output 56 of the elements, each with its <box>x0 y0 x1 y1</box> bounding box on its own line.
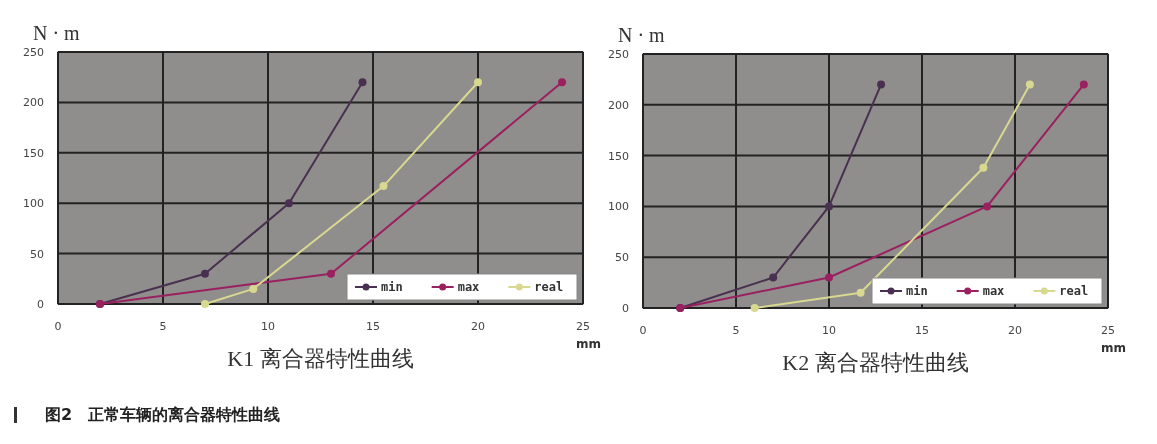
caption: 图2 正常车辆的离合器特性曲线 <box>45 405 281 424</box>
point <box>825 273 833 282</box>
point <box>979 163 988 172</box>
text: K2 离合器特性曲线 <box>782 350 969 375</box>
x-tick-label: 20 <box>1008 324 1022 337</box>
y-tick-label: 100 <box>608 200 629 214</box>
x-tick-label: 15 <box>366 320 380 333</box>
x-tick-label: 10 <box>822 324 836 337</box>
x-tick-label: 0 <box>54 320 62 333</box>
y-tick-label: 0 <box>622 302 629 315</box>
point <box>856 288 865 297</box>
point <box>558 78 566 87</box>
y-tick-label: 250 <box>608 48 629 61</box>
point <box>750 304 759 312</box>
point <box>358 78 367 87</box>
y-tick-label: 50 <box>30 247 44 261</box>
point <box>201 300 209 308</box>
legend-label: min <box>906 284 928 298</box>
legend-label: min <box>381 280 403 294</box>
x-tick-label: 5 <box>732 324 740 337</box>
legend-label: max <box>457 280 480 294</box>
point <box>825 202 833 211</box>
point <box>201 269 209 278</box>
point <box>983 202 992 211</box>
legend-label: real <box>534 280 564 294</box>
point <box>769 273 778 282</box>
x-tick-label: 25 <box>576 320 590 333</box>
y-tick-label: 50 <box>615 251 629 265</box>
x-axis-title: mm <box>575 337 601 351</box>
point <box>1025 80 1034 89</box>
y-axis-title: N · m <box>33 22 81 44</box>
legend-label: real <box>1059 284 1089 298</box>
legend-label: max <box>982 284 1005 298</box>
x-tick-label: 15 <box>915 324 929 337</box>
y-tick-label: 200 <box>608 98 629 112</box>
x-tick-label: 0 <box>639 324 647 337</box>
y-tick-label: 100 <box>23 197 44 211</box>
point <box>877 80 886 89</box>
point <box>1079 80 1088 89</box>
y-tick-label: 250 <box>23 46 44 59</box>
x-tick-label: 25 <box>1101 324 1115 337</box>
y-tick-label: 150 <box>23 146 44 160</box>
point <box>474 78 482 87</box>
y-axis-title: N · m <box>618 24 666 46</box>
y-tick-label: 200 <box>23 96 44 110</box>
point <box>285 199 293 208</box>
x-tick-label: 10 <box>261 320 275 333</box>
x-tick-label: 20 <box>471 320 485 333</box>
text: K1 离合器特性曲线 <box>227 346 414 371</box>
x-axis-title: mm <box>1100 341 1126 355</box>
point <box>379 182 388 191</box>
point <box>249 284 258 293</box>
y-tick-label: 150 <box>608 149 629 163</box>
x-tick-label: 5 <box>159 320 167 333</box>
y-tick-label: 0 <box>37 298 44 311</box>
point <box>327 269 335 278</box>
